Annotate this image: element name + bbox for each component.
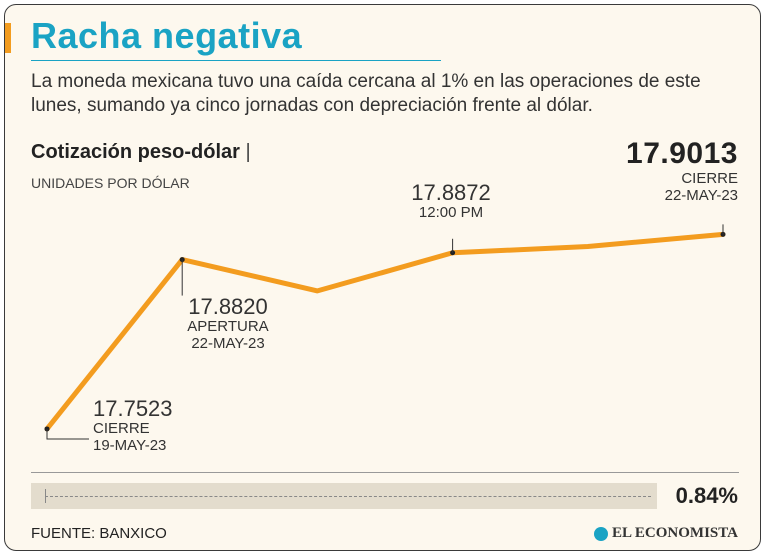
label-open-22may-line2: 22-MAY-23 <box>191 334 265 352</box>
chart-title-separator: | <box>245 141 251 163</box>
series-line <box>44 231 726 432</box>
subtitle: La moneda mexicana tuvo una caída cercan… <box>31 71 701 116</box>
headline-value: 17.9013 <box>626 137 738 170</box>
data-points <box>44 224 726 440</box>
page-title: Racha negativa <box>31 15 303 56</box>
label-close-22may-line1: CIERRE <box>681 170 738 187</box>
data-point-marker-1 <box>179 257 185 263</box>
label-open-22may: 17.8820 APERTURA 22-MAY-23 <box>173 294 283 352</box>
infographic-card: Racha negativa La moneda mexicana tuvo u… <box>4 4 761 551</box>
title-underline <box>31 60 441 61</box>
label-noon-line1: 12:00 PM <box>418 204 484 222</box>
title-accent-bar <box>5 23 11 53</box>
label-open-22may-value: 17.8820 <box>188 294 268 319</box>
label-close-22may: CIERRE 22-MAY-23 <box>664 170 738 204</box>
source-note: FUENTE: BANXICO <box>31 525 167 542</box>
change-bar-line <box>45 496 651 497</box>
label-noon-value: 17.8872 <box>411 180 491 205</box>
bottom-divider <box>31 472 739 473</box>
chart-title: Cotización peso-dólar <box>31 141 240 163</box>
line-chart <box>44 224 726 440</box>
label-close-19may-value: 17.7523 <box>93 396 173 421</box>
label-noon: 17.8872 12:00 PM <box>401 180 501 222</box>
label-close-19may-line2: 19-MAY-23 <box>93 436 167 454</box>
label-close-22may-line2: 22-MAY-23 <box>664 186 738 204</box>
brand-logo-icon <box>594 526 608 541</box>
change-percent: 0.84% <box>675 483 738 508</box>
brand-logo-text: EL ECONOMISTA <box>612 525 738 541</box>
annotation-leader-0 <box>46 428 89 440</box>
brand-logo: EL ECONOMISTA <box>594 525 738 542</box>
label-open-22may-line1: APERTURA <box>187 318 269 336</box>
chart-title-group: Cotización peso-dólar | <box>31 141 251 164</box>
change-bar <box>31 483 657 509</box>
chart-units-label: UNIDADES POR DÓLAR <box>31 175 190 191</box>
label-close-19may-line1: CIERRE <box>93 420 150 438</box>
label-close-19may: 17.7523 CIERRE 19-MAY-23 <box>93 396 173 454</box>
